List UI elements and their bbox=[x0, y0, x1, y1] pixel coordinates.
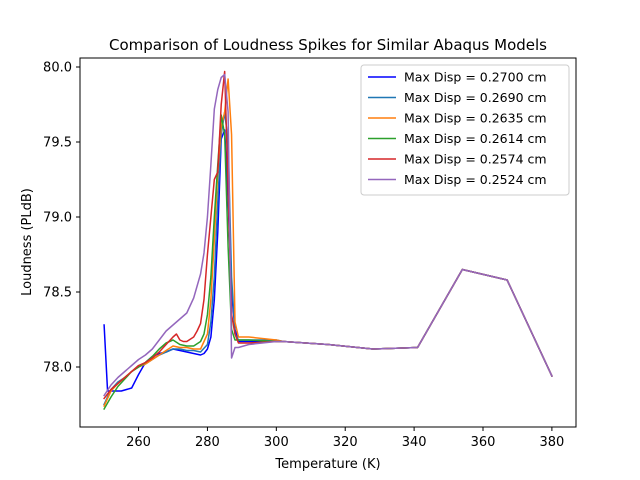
legend-label-5: Max Disp = 0.2524 cm bbox=[404, 172, 547, 187]
x-axis-ticks: 260 280 300 320 340 360 380 bbox=[126, 427, 564, 450]
legend-box bbox=[360, 64, 570, 196]
legend-label-3: Max Disp = 0.2614 cm bbox=[404, 131, 547, 146]
x-tick-label: 360 bbox=[471, 435, 496, 450]
legend: Max Disp = 0.2700 cm Max Disp = 0.2690 cm… bbox=[360, 64, 570, 196]
legend-label-2: Max Disp = 0.2635 cm bbox=[404, 111, 547, 126]
axes-frame bbox=[79, 57, 577, 428]
legend-label-4: Max Disp = 0.2574 cm bbox=[404, 152, 547, 167]
y-axis-label: Loudness (PLdB) bbox=[20, 188, 35, 296]
y-tick-label: 79.5 bbox=[43, 136, 72, 151]
x-tick-label: 260 bbox=[126, 435, 151, 450]
x-tick-label: 340 bbox=[402, 435, 427, 450]
y-tick-label: 80.0 bbox=[43, 61, 72, 76]
x-tick-label: 320 bbox=[333, 435, 358, 450]
y-tick-label: 78.5 bbox=[43, 286, 72, 301]
legend-label-1: Max Disp = 0.2690 cm bbox=[404, 90, 547, 105]
y-axis-ticks: 78.0 78.5 79.0 79.5 80.0 bbox=[43, 61, 80, 376]
chart-title: Comparison of Loudness Spikes for Simila… bbox=[109, 36, 547, 54]
plot-lines bbox=[103, 70, 553, 411]
x-tick-label: 280 bbox=[195, 435, 220, 450]
legend-label-0: Max Disp = 0.2700 cm bbox=[404, 70, 547, 85]
y-tick-label: 78.0 bbox=[43, 361, 72, 376]
x-tick-label: 380 bbox=[539, 435, 564, 450]
x-tick-label: 300 bbox=[264, 435, 289, 450]
x-axis-label: Temperature (K) bbox=[274, 457, 380, 472]
y-tick-label: 79.0 bbox=[43, 211, 72, 226]
series-line-5 bbox=[103, 73, 553, 397]
